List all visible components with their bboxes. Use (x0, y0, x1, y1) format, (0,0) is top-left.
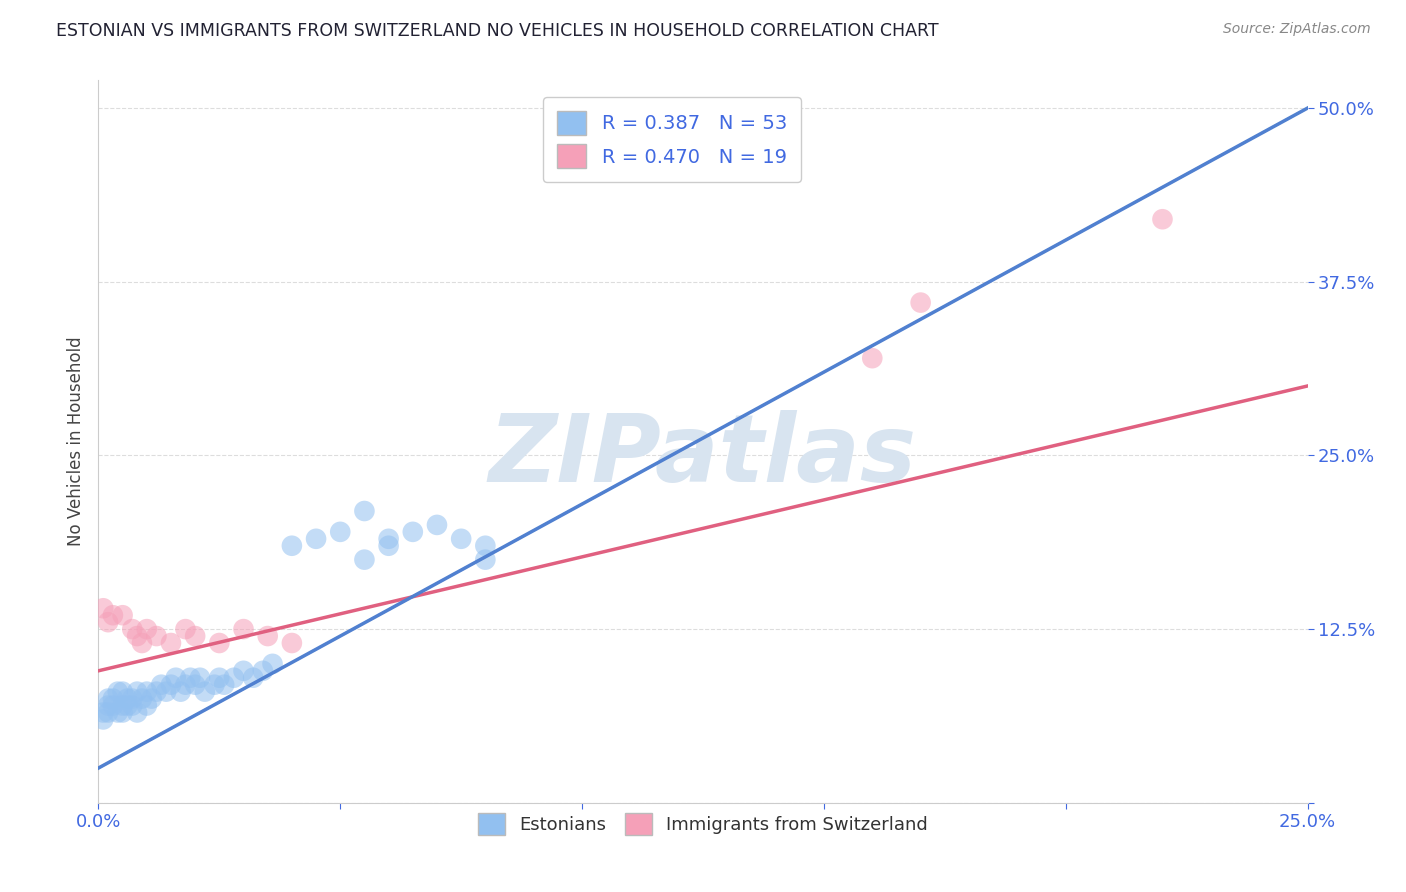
Point (353, 552, 375, 566)
Point (262, 657, 284, 671)
Point (174, 678, 197, 692)
Point (450, 532, 472, 546)
Point (101, 698, 124, 713)
Point (232, 664, 254, 678)
Point (117, 698, 139, 713)
Point (111, 608, 134, 623)
Point (101, 691, 124, 706)
Point (97, 615, 120, 630)
Point (121, 691, 143, 706)
Point (111, 698, 134, 713)
Point (222, 671, 245, 685)
Point (127, 706, 149, 720)
Point (474, 552, 496, 566)
Point (474, 539, 496, 553)
Point (121, 622, 143, 636)
Point (150, 678, 173, 692)
Point (184, 629, 207, 643)
Point (155, 684, 177, 698)
Point (194, 684, 217, 698)
Point (160, 678, 183, 692)
Point (111, 706, 134, 720)
Point (165, 671, 187, 685)
Point (252, 664, 274, 678)
Point (174, 622, 197, 636)
Point (188, 671, 211, 685)
Point (91, 706, 114, 720)
Point (127, 684, 149, 698)
Point (242, 671, 264, 685)
Point (184, 678, 207, 692)
Point (91, 713, 114, 727)
Point (127, 629, 149, 643)
Point (426, 517, 449, 532)
Point (145, 684, 167, 698)
Point (402, 524, 425, 539)
Point (256, 629, 278, 643)
Point (91, 601, 114, 615)
Point (97, 691, 120, 706)
Point (97, 706, 120, 720)
Point (377, 539, 399, 553)
Point (281, 539, 304, 553)
Point (860, 351, 883, 366)
Point (107, 684, 129, 698)
Point (111, 684, 134, 698)
Point (141, 691, 163, 706)
Point (135, 622, 157, 636)
Point (107, 706, 129, 720)
Y-axis label: No Vehicles in Household: No Vehicles in Household (66, 336, 84, 547)
Point (212, 678, 235, 692)
Point (117, 691, 139, 706)
Point (232, 622, 254, 636)
Point (131, 691, 153, 706)
Point (97, 698, 120, 713)
Point (169, 684, 191, 698)
Point (305, 532, 328, 546)
Point (377, 532, 399, 546)
Point (204, 678, 226, 692)
Point (101, 608, 124, 623)
Text: ZIPatlas: ZIPatlas (489, 410, 917, 502)
Point (208, 636, 231, 650)
Point (281, 636, 304, 650)
Point (208, 671, 231, 685)
Text: Source: ZipAtlas.com: Source: ZipAtlas.com (1223, 22, 1371, 37)
Point (135, 698, 157, 713)
Point (160, 636, 183, 650)
Point (910, 295, 932, 310)
Point (131, 636, 153, 650)
Point (1152, 212, 1174, 227)
Legend: Estonians, Immigrants from Switzerland: Estonians, Immigrants from Switzerland (470, 805, 936, 845)
Point (121, 698, 143, 713)
Point (135, 684, 157, 698)
Point (353, 504, 375, 518)
Point (329, 524, 352, 539)
Point (145, 629, 167, 643)
Point (179, 671, 201, 685)
Text: ESTONIAN VS IMMIGRANTS FROM SWITZERLAND NO VEHICLES IN HOUSEHOLD CORRELATION CHA: ESTONIAN VS IMMIGRANTS FROM SWITZERLAND … (56, 22, 939, 40)
